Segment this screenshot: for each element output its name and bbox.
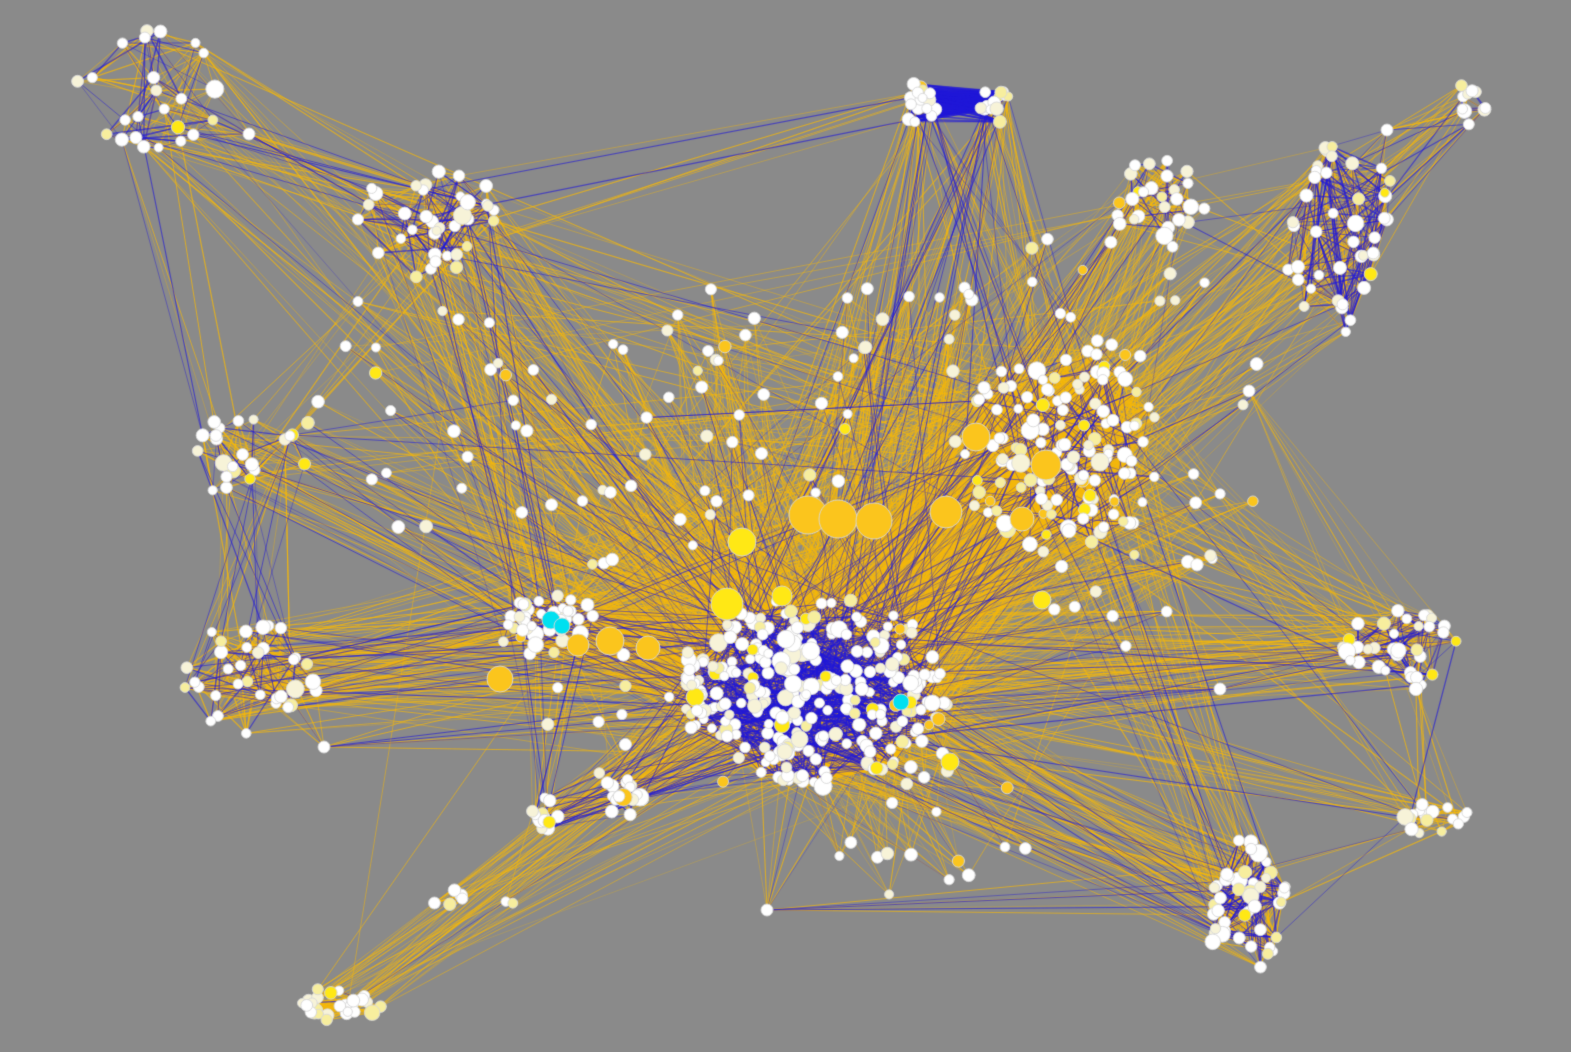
network-graph-visualization: Network Graph: [0, 0, 1571, 1052]
network-graph-canvas[interactable]: [0, 0, 1571, 1052]
